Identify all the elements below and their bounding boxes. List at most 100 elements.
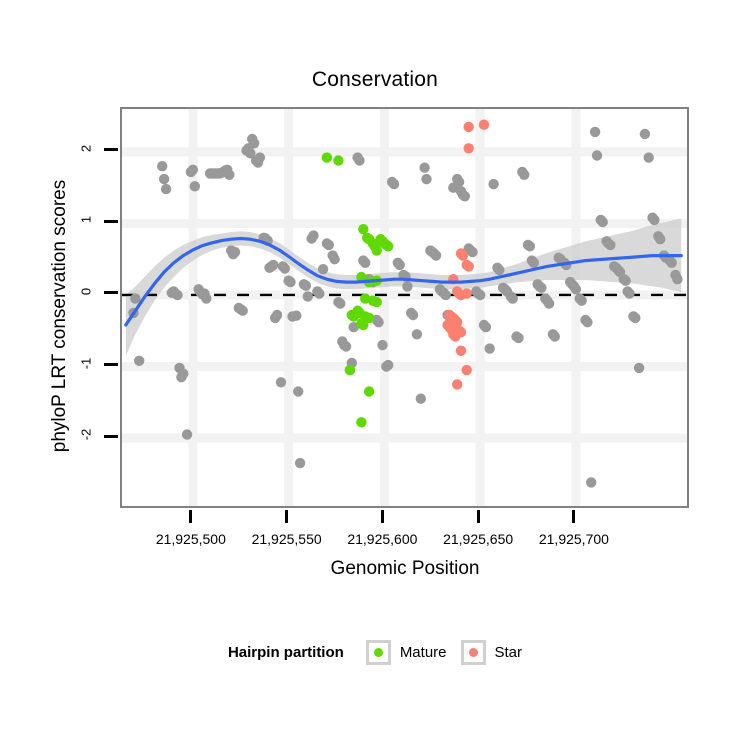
data-point bbox=[130, 293, 141, 304]
data-point bbox=[452, 379, 463, 390]
legend-key bbox=[460, 640, 486, 665]
data-point bbox=[519, 169, 530, 180]
data-point bbox=[457, 250, 469, 261]
page-title: Conservation bbox=[311, 68, 439, 91]
data-point bbox=[455, 289, 467, 301]
data-point bbox=[371, 245, 382, 256]
data-point bbox=[507, 293, 518, 304]
data-point bbox=[478, 119, 490, 130]
data-point bbox=[494, 264, 505, 276]
data-point bbox=[624, 288, 635, 299]
data-point bbox=[430, 250, 442, 261]
y-tick-label: -1 bbox=[78, 357, 94, 369]
data-point bbox=[245, 148, 256, 159]
loess-smooth-line bbox=[124, 236, 683, 327]
data-point bbox=[344, 364, 356, 376]
legend-key bbox=[365, 640, 391, 665]
data-point bbox=[639, 128, 651, 140]
x-tick bbox=[380, 510, 384, 523]
data-point bbox=[317, 264, 329, 275]
data-point bbox=[388, 178, 400, 190]
data-point bbox=[528, 257, 539, 268]
legend: Hairpin partition Mature Star bbox=[0, 640, 750, 665]
x-tick-label: 21,925,700 bbox=[538, 531, 609, 547]
data-point bbox=[586, 477, 597, 488]
data-point bbox=[463, 121, 474, 133]
data-point bbox=[450, 331, 461, 342]
data-point bbox=[358, 224, 369, 235]
legend-dot-icon bbox=[468, 648, 478, 657]
data-point bbox=[360, 257, 371, 268]
data-point bbox=[463, 143, 474, 154]
data-point bbox=[329, 254, 340, 265]
series-mature bbox=[321, 152, 394, 428]
data-point bbox=[576, 295, 587, 306]
x-tick-label: 21,925,500 bbox=[155, 531, 226, 547]
x-tick-label: 21,925,600 bbox=[347, 531, 418, 547]
data-point bbox=[421, 173, 432, 185]
data-point bbox=[291, 310, 302, 321]
data-point bbox=[394, 259, 405, 271]
data-point bbox=[356, 417, 367, 428]
data-point bbox=[549, 331, 560, 342]
data-point bbox=[134, 355, 145, 366]
data-point bbox=[172, 289, 183, 301]
data-point bbox=[201, 293, 212, 304]
data-point bbox=[570, 284, 582, 295]
y-axis-title: phyloP LRT conservation scores bbox=[49, 179, 70, 453]
data-point bbox=[419, 162, 430, 173]
legend-item-mature[interactable]: Mature bbox=[365, 640, 447, 665]
series-star bbox=[442, 119, 490, 390]
data-point bbox=[285, 276, 296, 288]
data-point bbox=[383, 359, 394, 371]
data-point bbox=[415, 393, 426, 404]
data-point bbox=[189, 181, 200, 192]
data-point bbox=[358, 319, 369, 331]
data-point bbox=[407, 309, 419, 321]
data-point bbox=[480, 322, 492, 333]
data-point bbox=[237, 305, 248, 316]
data-point bbox=[513, 332, 524, 344]
legend-item-star[interactable]: Star bbox=[460, 640, 523, 665]
data-point bbox=[371, 296, 382, 308]
legend-label: Mature bbox=[399, 644, 447, 661]
data-point bbox=[633, 362, 645, 374]
data-point bbox=[488, 178, 499, 190]
plot-canvas bbox=[122, 109, 687, 506]
data-point bbox=[348, 311, 359, 322]
data-point bbox=[455, 345, 467, 356]
legend-label: Star bbox=[494, 644, 523, 661]
y-tick bbox=[104, 291, 118, 295]
data-point bbox=[440, 289, 451, 301]
y-tick-label: 2 bbox=[78, 144, 94, 153]
data-point bbox=[224, 169, 235, 180]
data-point bbox=[181, 429, 193, 440]
data-point bbox=[356, 271, 367, 283]
data-point bbox=[308, 230, 319, 241]
data-point bbox=[157, 161, 168, 172]
x-tick bbox=[189, 510, 193, 523]
data-point bbox=[160, 183, 172, 195]
data-point bbox=[229, 246, 241, 258]
data-point bbox=[620, 275, 631, 286]
legend-dot-icon bbox=[373, 648, 383, 657]
data-point bbox=[158, 173, 170, 185]
data-point bbox=[271, 309, 283, 321]
data-point bbox=[484, 343, 495, 354]
data-point bbox=[543, 298, 555, 309]
y-tick bbox=[104, 148, 118, 152]
data-point bbox=[643, 152, 654, 163]
data-point bbox=[314, 288, 325, 299]
data-point bbox=[300, 280, 312, 291]
data-point bbox=[591, 150, 603, 161]
data-point bbox=[321, 152, 333, 163]
x-tick-label: 21,925,650 bbox=[443, 531, 514, 547]
data-point bbox=[294, 457, 306, 469]
data-point bbox=[178, 368, 189, 379]
x-tick bbox=[572, 510, 576, 523]
data-point bbox=[461, 364, 472, 376]
data-point bbox=[377, 339, 388, 351]
data-point bbox=[589, 126, 601, 138]
gridlines bbox=[122, 109, 687, 506]
data-point bbox=[268, 259, 279, 271]
